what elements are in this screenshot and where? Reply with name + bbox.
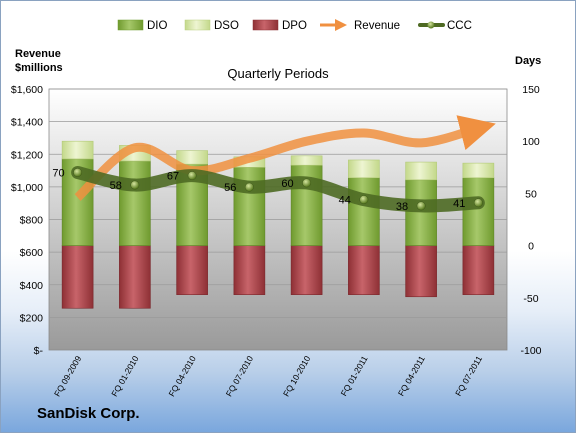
legend-swatch-dio — [117, 19, 144, 31]
bar-dpo — [233, 245, 266, 295]
ccc-line — [71, 166, 485, 213]
ccc-data-label: 38 — [396, 201, 408, 213]
legend-item-dpo: DPO — [252, 19, 307, 32]
right-tick-label: 0 — [528, 241, 534, 253]
ccc-point — [130, 180, 140, 190]
ccc-point — [73, 168, 83, 177]
right-tick-label: -100 — [520, 345, 541, 357]
revenue-series — [74, 115, 496, 201]
ccc-data-label: 41 — [453, 198, 465, 210]
category-label: FQ 10-2010 — [281, 354, 312, 399]
left-tick-label: $- — [34, 345, 44, 357]
left-tick-label: $1,600 — [11, 84, 43, 96]
right-tick-label: -50 — [523, 293, 538, 305]
ccc-series: 70 58 67 56 60 44 38 41 — [52, 166, 485, 213]
left-tick-label: $600 — [20, 247, 44, 259]
company-name: SanDisk Corp. — [37, 405, 140, 422]
right-axis-ticks: 150 100 50 0 -50 -100 — [520, 84, 541, 357]
ccc-data-label: 60 — [281, 178, 293, 190]
ccc-data-label: 67 — [167, 171, 179, 183]
legend-label-dpo: DPO — [282, 20, 307, 32]
legend-swatch-ccc-dot — [427, 21, 435, 29]
legend-item-dso: DSO — [184, 19, 239, 32]
ccc-data-label: 56 — [224, 182, 236, 194]
bar-dso — [290, 155, 323, 166]
left-tick-label: $800 — [20, 215, 44, 227]
ccc-point — [359, 195, 369, 205]
category-label: FQ 07-2010 — [224, 354, 255, 399]
left-tick-label: $1,400 — [11, 117, 43, 129]
left-tick-label: $1,200 — [11, 149, 43, 161]
legend-item-dio: DIO — [117, 19, 168, 32]
bar-dso — [348, 159, 380, 179]
right-tick-label: 100 — [522, 136, 540, 148]
category-label: FQ 01-2011 — [339, 354, 370, 398]
bar-dio — [348, 177, 380, 246]
bar-dio — [119, 160, 151, 246]
category-label: FQ 04-2010 — [167, 354, 198, 399]
bar-dso — [61, 140, 94, 160]
legend-label-revenue: Revenue — [354, 20, 400, 32]
bar-dpo — [119, 245, 151, 309]
bar-dio — [405, 179, 437, 246]
bar-dpo — [61, 245, 94, 309]
bar-dpo — [405, 245, 437, 298]
left-tick-label: $400 — [20, 280, 44, 292]
ccc-point — [473, 198, 483, 208]
bar-dso — [405, 161, 437, 181]
right-tick-label: 50 — [525, 188, 537, 200]
category-label: FQ 07-2011 — [453, 354, 484, 398]
right-tick-label: 150 — [522, 84, 540, 96]
left-axis-ticks: $1,600 $1,400 $1,200 $1,000 $800 $600 $400 $200… — [11, 84, 44, 357]
bar-dpo — [348, 245, 380, 295]
ccc-data-label: 44 — [339, 195, 351, 207]
ccc-point — [187, 171, 197, 181]
ccc-point — [244, 182, 254, 192]
chart-title: Quarterly Periods — [227, 66, 329, 81]
ccc-point — [302, 178, 312, 188]
legend-item-revenue: Revenue — [320, 19, 400, 32]
bar-dio — [462, 177, 495, 246]
bar-dpo — [176, 245, 208, 295]
bar-dso — [462, 162, 495, 179]
category-label: FQ 04-2011 — [396, 354, 427, 398]
category-labels: FQ 09-2009 FQ 01-2010 FQ 04-2010 FQ 07-2010… — [52, 354, 484, 399]
ccc-point — [416, 201, 426, 211]
left-tick-label: $200 — [20, 312, 44, 324]
legend-swatch-dpo — [252, 19, 279, 31]
legend: DIO DSO DPO Revenue CCC — [117, 19, 472, 32]
legend-label-dso: DSO — [214, 20, 239, 32]
legend-label-ccc: CCC — [447, 20, 472, 32]
bar-dpo — [462, 245, 495, 295]
bar-dso — [176, 150, 208, 165]
left-axis-title-line-2: $millions — [15, 62, 63, 74]
left-axis-title-line-1: Revenue — [15, 48, 61, 60]
right-axis-title: Days — [515, 55, 541, 67]
revenue-line — [74, 115, 496, 201]
left-tick-label: $1,000 — [11, 182, 43, 194]
ccc-data-label: 70 — [52, 168, 64, 180]
legend-item-ccc: CCC — [418, 20, 472, 32]
category-label: FQ 09-2009 — [52, 354, 83, 399]
legend-label-dio: DIO — [147, 20, 168, 32]
legend-swatch-dso — [184, 19, 211, 31]
bar-dpo — [290, 245, 323, 295]
ccc-data-label: 58 — [110, 180, 122, 192]
category-label: FQ 01-2010 — [109, 354, 140, 399]
bars — [61, 140, 495, 309]
